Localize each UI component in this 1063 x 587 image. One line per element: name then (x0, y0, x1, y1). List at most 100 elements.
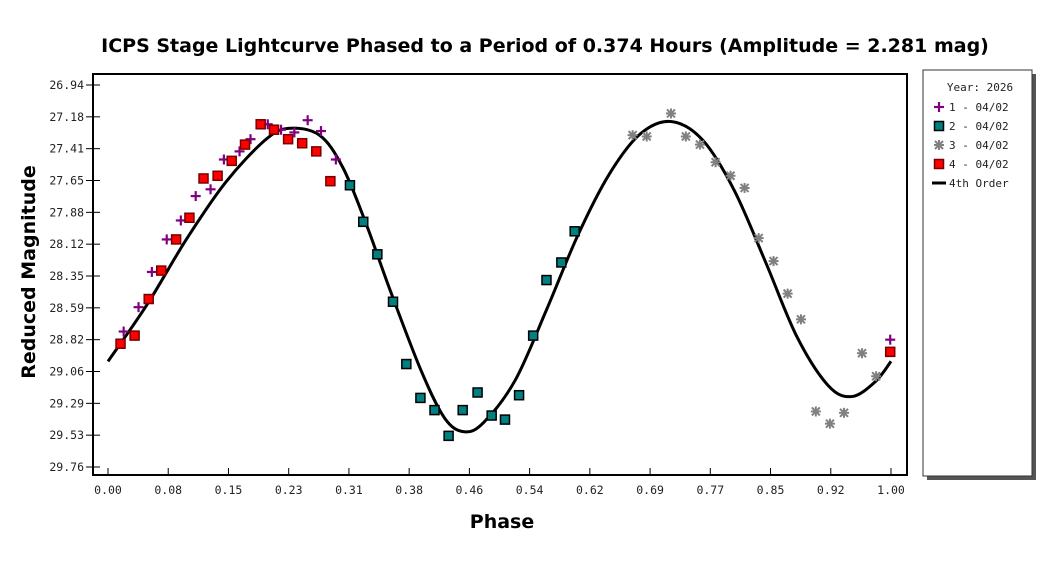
data-point-series-4 (282, 133, 294, 145)
legend-marker-1 (934, 102, 944, 112)
data-point-series-2 (569, 226, 580, 237)
data-point-series-2 (513, 389, 525, 401)
data-point-series-2 (387, 296, 399, 307)
x-axis: 0.00 0.08 0.15 0.23 0.31 0.38 0.46 0.54 0.62 0.69… (94, 468, 905, 497)
asterisk-stroke (871, 371, 881, 381)
x-tick-label: 0.62 (576, 483, 604, 497)
data-point-series-2 (499, 414, 511, 425)
legend-title: Year: 2026 (947, 81, 1013, 94)
y-tick-label: 27.41 (49, 142, 84, 156)
data-point-series-1 (118, 326, 129, 337)
data-point-series-4 (255, 119, 266, 130)
x-tick-label: 0.85 (757, 483, 785, 497)
legend-marker-2 (933, 120, 945, 132)
x-tick-label: 0.38 (395, 483, 423, 497)
data-point-series-1 (885, 334, 896, 345)
data-point-series-3 (782, 288, 793, 299)
data-point-series-1 (175, 215, 186, 226)
data-point-series-1 (161, 234, 172, 245)
x-tick-label: 0.92 (817, 483, 845, 497)
data-point-series-3 (725, 170, 736, 181)
data-points (115, 108, 896, 442)
data-point-series-3 (694, 139, 705, 150)
legend-marker-4 (933, 158, 945, 170)
data-point-series-4 (115, 338, 126, 349)
data-point-series-4 (184, 212, 195, 224)
legend-label: 4th Order (949, 177, 1009, 190)
data-point-series-2 (372, 249, 383, 260)
y-tick-label: 28.82 (49, 333, 84, 347)
data-point-series-4 (212, 170, 223, 182)
y-tick-label: 27.88 (49, 205, 84, 219)
data-point-series-4 (325, 175, 336, 187)
data-point-series-3 (627, 130, 638, 141)
asterisk-stroke (641, 131, 652, 142)
x-tick-label: 0.31 (335, 483, 363, 497)
data-point-series-1 (205, 184, 216, 195)
data-point-series-3 (871, 371, 882, 382)
asterisk-stroke (768, 256, 779, 266)
data-point-series-4 (226, 155, 237, 167)
chart-title: ICPS Stage Lightcurve Phased to a Period… (101, 35, 989, 57)
data-point-series-1 (245, 134, 256, 145)
data-point-series-2 (443, 430, 454, 442)
data-point-series-4 (170, 234, 182, 245)
x-axis-label: Phase (470, 511, 534, 533)
legend-label: 2 - 04/02 (949, 120, 1009, 133)
plot-frame (92, 73, 908, 476)
data-point-series-2 (527, 330, 539, 341)
data-point-series-4 (155, 265, 167, 276)
data-point-series-3 (753, 233, 764, 244)
asterisk-stroke (695, 139, 705, 150)
y-axis: 26.94 27.18 27.41 27.65 27.88 28.12 28.35 28.59… (49, 78, 100, 474)
legend-label: 1 - 04/02 (949, 101, 1009, 114)
asterisk-stroke (811, 406, 821, 417)
data-point-series-2 (415, 392, 426, 404)
y-tick-label: 29.53 (49, 428, 84, 442)
y-tick-label: 28.35 (49, 269, 84, 283)
data-point-series-4 (239, 139, 251, 150)
x-tick-label: 0.69 (636, 483, 664, 497)
data-point-series-3 (665, 108, 676, 119)
data-point-series-3 (680, 131, 691, 142)
data-point-series-3 (739, 182, 750, 193)
fit-curve-path (106, 119, 893, 434)
data-point-series-1 (234, 146, 245, 157)
x-tick-label: 0.23 (275, 483, 303, 497)
asterisk-stroke (839, 408, 849, 418)
y-tick-label: 28.12 (49, 237, 84, 251)
asterisk-stroke (857, 348, 867, 358)
fit-curve (106, 119, 893, 434)
data-point-series-1 (330, 154, 341, 165)
asterisk-stroke (681, 131, 691, 142)
x-tick-label: 0.54 (516, 483, 544, 497)
data-point-series-3 (710, 157, 721, 168)
asterisk-stroke (782, 288, 793, 299)
y-tick-label: 29.06 (49, 365, 84, 379)
asterisk-stroke (825, 418, 835, 429)
asterisk-stroke (666, 108, 676, 119)
legend-label: 4 - 04/02 (949, 158, 1009, 171)
data-point-series-2 (556, 257, 567, 268)
asterisk-stroke (710, 157, 721, 167)
legend-label: 3 - 04/02 (949, 139, 1009, 152)
data-point-series-3 (810, 406, 821, 417)
y-tick-label: 29.76 (49, 460, 84, 474)
data-point-series-3 (641, 131, 652, 142)
asterisk-stroke (934, 140, 944, 150)
data-point-series-4 (296, 137, 308, 149)
legend-marker-3 (934, 140, 944, 150)
y-tick-label: 28.59 (49, 301, 84, 315)
data-point-series-1 (146, 266, 157, 277)
data-point-series-1 (315, 126, 326, 137)
y-tick-label: 27.18 (49, 110, 84, 124)
asterisk-stroke (725, 171, 736, 181)
data-point-series-1 (289, 127, 300, 138)
data-point-series-4 (268, 124, 280, 135)
y-tick-label: 27.65 (49, 174, 84, 188)
data-point-series-3 (768, 256, 779, 267)
legend: Year: 2026 1 - 04/02 2 - 04/02 3 - 04/02 4 … (922, 69, 1036, 480)
data-point-series-2 (429, 404, 440, 416)
data-point-series-1 (190, 191, 201, 202)
